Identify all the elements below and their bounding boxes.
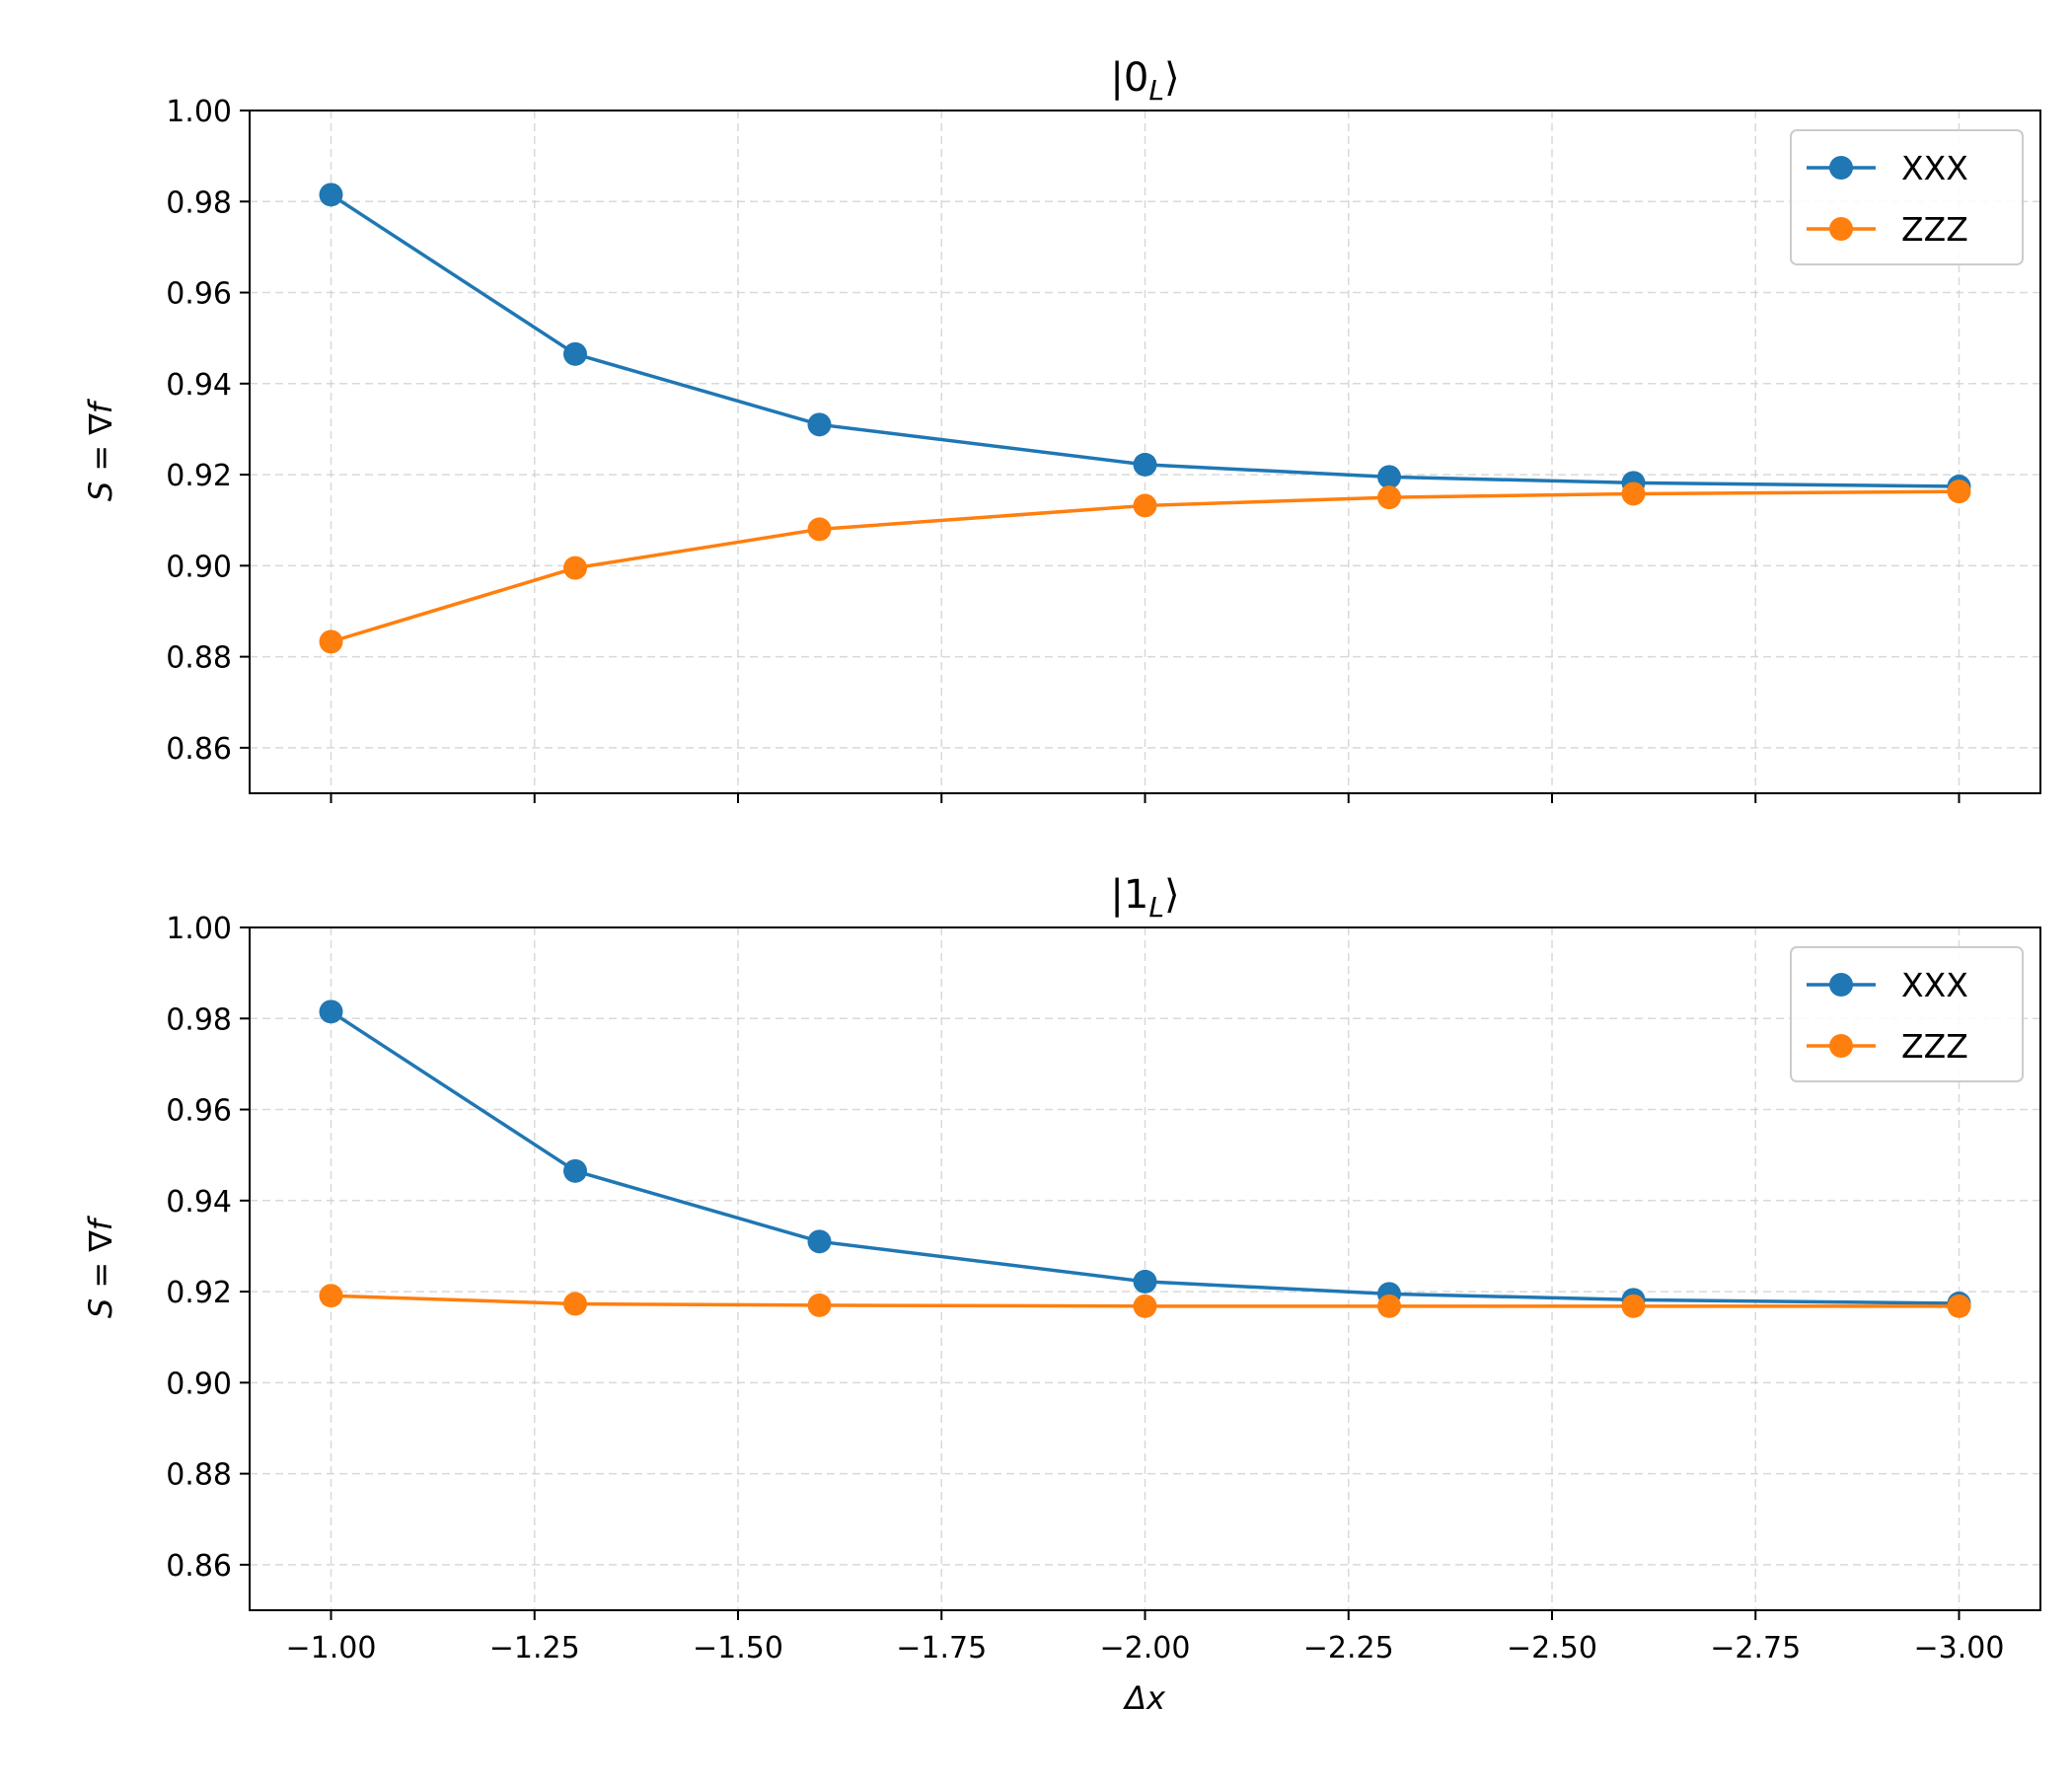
chart-title-close: ⟩ bbox=[1164, 872, 1180, 918]
chart-title-subscript: L bbox=[1148, 74, 1164, 107]
y-tick-label: 0.92 bbox=[166, 1276, 232, 1310]
x-tick-label: −1.00 bbox=[286, 1631, 377, 1665]
chart-panel-1: 0.860.880.900.920.940.960.981.00−1.00 −1.… bbox=[82, 872, 2041, 1717]
chart-title-subscript: L bbox=[1148, 891, 1164, 924]
x-axis: −1.00 −1.25 −1.50 −1.75 −2.00 −2.25 −2.50 −2.75… bbox=[286, 1610, 2005, 1665]
data-point bbox=[563, 555, 587, 580]
legend-marker bbox=[1829, 217, 1853, 241]
legend-label: XXX bbox=[1901, 966, 1968, 1004]
data-point bbox=[807, 412, 832, 437]
data-point bbox=[1947, 1294, 1971, 1318]
x-tick-label: −2.50 bbox=[1507, 1631, 1597, 1665]
y-tick-label: 0.86 bbox=[166, 732, 232, 767]
data-point bbox=[1133, 493, 1157, 518]
legend-label: XXX bbox=[1901, 149, 1968, 187]
panels: 0.860.880.900.920.940.960.981.00|0L⟩S = … bbox=[82, 55, 2041, 1717]
data-point bbox=[563, 1292, 587, 1316]
y-tick-label: 0.86 bbox=[166, 1549, 232, 1584]
y-tick-label: 0.88 bbox=[166, 1458, 232, 1493]
x-axis-label: Δx bbox=[1122, 1679, 1166, 1717]
chart-title-main: |0 bbox=[1110, 55, 1148, 101]
y-tick-label: 0.94 bbox=[166, 1185, 232, 1220]
legend: XXX ZZZ bbox=[1790, 129, 2024, 265]
y-tick-label: 0.98 bbox=[166, 1002, 232, 1037]
y-tick-label: 1.00 bbox=[166, 912, 232, 946]
data-point bbox=[319, 999, 343, 1024]
x-tick-label: −2.25 bbox=[1303, 1631, 1394, 1665]
y-tick-label: 1.00 bbox=[166, 95, 232, 129]
x-tick-label: −3.00 bbox=[1914, 1631, 2005, 1665]
data-point bbox=[1947, 480, 1971, 504]
x-axis bbox=[330, 793, 1961, 803]
data-point bbox=[1377, 1294, 1401, 1318]
y-tick-label: 0.96 bbox=[166, 1094, 232, 1129]
legend-marker bbox=[1829, 156, 1853, 180]
legend-label: ZZZ bbox=[1901, 1027, 1968, 1066]
y-tick-label: 0.92 bbox=[166, 459, 232, 493]
y-tick-label: 0.88 bbox=[166, 641, 232, 676]
y-tick-label: 0.96 bbox=[166, 277, 232, 312]
data-point bbox=[1133, 1294, 1157, 1318]
data-point bbox=[807, 1293, 832, 1317]
y-tick-label: 0.94 bbox=[166, 368, 232, 403]
data-point bbox=[319, 1284, 343, 1308]
x-tick-label: −2.75 bbox=[1710, 1631, 1801, 1665]
chart-panel-0: 0.86 0.88 0.90 0.92 0.94 0.96 0.98 1.00 |0L⟩ S = … bbox=[82, 55, 2041, 803]
data-point bbox=[319, 629, 343, 654]
legend: XXX ZZZ bbox=[1790, 946, 2024, 1082]
chart-title-main: |1 bbox=[1110, 872, 1148, 918]
y-axis-label: S = ∇f bbox=[82, 1215, 119, 1318]
x-tick-label: −1.25 bbox=[489, 1631, 580, 1665]
y-axis: 0.86 0.88 0.90 0.92 0.94 0.96 0.98 1.00 bbox=[166, 912, 250, 1584]
y-tick-label: 0.90 bbox=[166, 1367, 232, 1401]
data-point bbox=[1621, 1294, 1646, 1318]
y-tick-label: 0.90 bbox=[166, 550, 232, 584]
x-tick-label: −1.75 bbox=[896, 1631, 987, 1665]
data-point bbox=[1133, 1269, 1157, 1294]
data-point bbox=[1621, 481, 1646, 506]
chart-title-close: ⟩ bbox=[1164, 55, 1180, 101]
data-point bbox=[563, 1158, 587, 1183]
legend-marker bbox=[1829, 973, 1853, 997]
y-axis: 0.86 0.88 0.90 0.92 0.94 0.96 0.98 1.00 bbox=[166, 95, 250, 767]
x-tick-label: −2.00 bbox=[1100, 1631, 1191, 1665]
data-point bbox=[807, 1229, 832, 1254]
series-zzz bbox=[319, 1284, 1971, 1318]
data-point bbox=[319, 183, 343, 207]
y-axis-label: S = ∇f bbox=[82, 398, 119, 501]
chart-title: |0L⟩ bbox=[1110, 55, 1179, 107]
chart-title: |1L⟩ bbox=[1110, 872, 1179, 924]
data-point bbox=[1377, 485, 1401, 510]
data-point bbox=[807, 517, 832, 542]
x-tick-label: −1.50 bbox=[693, 1631, 783, 1665]
series-zzz bbox=[319, 480, 1971, 654]
data-point bbox=[563, 341, 587, 366]
y-tick-label: 0.98 bbox=[166, 185, 232, 220]
legend-marker bbox=[1829, 1034, 1853, 1058]
data-point bbox=[1133, 452, 1157, 477]
data-point bbox=[1377, 465, 1401, 489]
legend-label: ZZZ bbox=[1901, 210, 1968, 249]
